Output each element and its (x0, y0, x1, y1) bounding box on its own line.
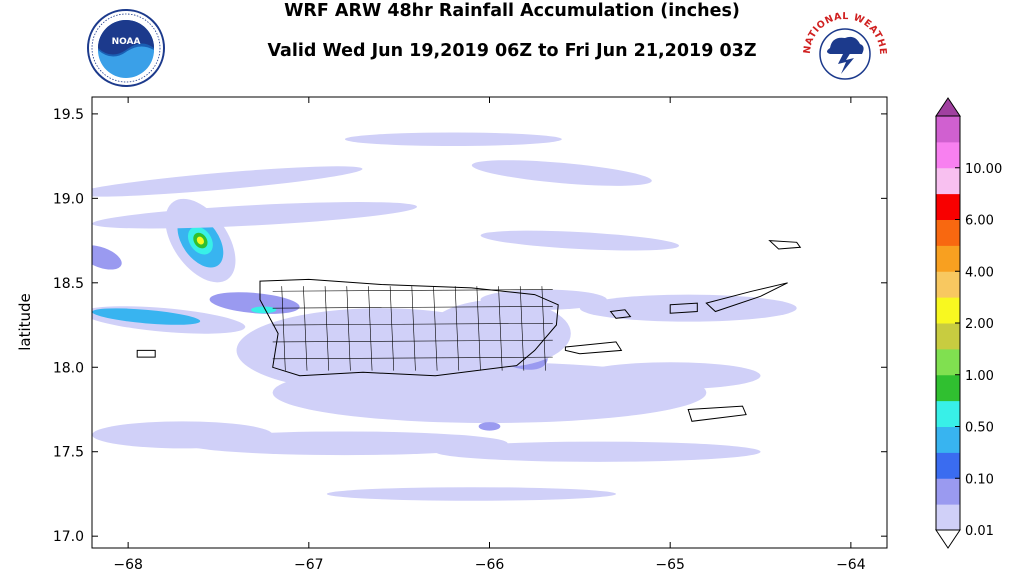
coastline (564, 341, 623, 355)
colorbar-bin (936, 297, 960, 324)
municipality-border (454, 286, 460, 371)
rainfall-plot-area (92, 97, 887, 548)
colorbar-label: 10.00 (965, 162, 1002, 177)
municipality-border (272, 323, 553, 326)
municipality-border (324, 286, 329, 371)
y-tick-label: 19.5 (53, 107, 84, 123)
noaa-logo-text: NOAA (112, 37, 141, 47)
coastline (768, 240, 802, 250)
rain-area (480, 289, 607, 310)
municipality-border (498, 286, 503, 371)
rain-area (92, 308, 201, 325)
y-tick-label: 17.0 (53, 529, 84, 545)
colorbar-bin (936, 141, 960, 169)
rain-area (579, 362, 761, 390)
colorbar-under-arrow (935, 529, 961, 549)
colorbar-bin (936, 400, 960, 427)
colorbar-over-arrow (935, 97, 961, 117)
x-tick-label: −64 (836, 557, 866, 573)
x-tick-label: −67 (294, 557, 324, 573)
colorbar-bin (936, 219, 960, 246)
municipality-border (411, 286, 416, 371)
colorbar-label: 0.50 (965, 421, 994, 436)
y-axis-label: latitude (16, 293, 34, 351)
colorbar-label: 2.00 (965, 317, 994, 332)
y-tick-label: 19.0 (53, 191, 84, 207)
chart-title-line2: Valid Wed Jun 19,2019 06Z to Fri Jun 21,… (267, 41, 757, 61)
municipality-border (346, 286, 351, 371)
colorbar-label: 0.01 (965, 524, 994, 539)
municipality-border (272, 306, 553, 309)
rain-area (92, 166, 363, 197)
municipality-border (519, 286, 525, 371)
municipality-border (389, 286, 395, 371)
rain-area (92, 245, 122, 270)
coastline (136, 349, 156, 358)
rain-area (209, 292, 300, 314)
municipality-border (272, 356, 553, 360)
rain-area (92, 202, 418, 229)
municipality-border (541, 286, 546, 371)
coastlines (136, 240, 802, 422)
colorbar-bin (936, 478, 960, 505)
chart-title-line1: WRF ARW 48hr Rainfall Accumulation (inch… (284, 1, 740, 21)
coastline (609, 309, 632, 319)
rain-area (480, 230, 680, 251)
coastline (669, 302, 698, 314)
colorbar-bin (936, 271, 960, 298)
noaa-logo-icon: NOAA (87, 9, 165, 87)
colorbar-label: 4.00 (965, 265, 994, 280)
colorbar-bin (936, 348, 960, 376)
rain-area (435, 441, 761, 462)
colorbar-bin (936, 504, 960, 531)
colorbar-bin (936, 452, 960, 479)
rain-area (251, 306, 277, 314)
y-tick-label: 18.0 (53, 360, 84, 376)
x-tick-label: −65 (655, 557, 685, 573)
rain-area (471, 160, 652, 186)
y-tick-label: 18.5 (53, 276, 84, 292)
colorbar-bin (936, 374, 960, 402)
rain-area (92, 421, 273, 449)
coastline (687, 405, 747, 422)
rain-area (478, 422, 501, 431)
municipality-border (303, 286, 308, 371)
colorbar-bin (936, 245, 960, 272)
colorbar-label: 1.00 (965, 369, 994, 384)
x-tick-label: −68 (113, 557, 143, 573)
colorbar-bin (936, 426, 960, 453)
y-axis: 17.0 17.5 18.0 18.5 19.0 19.5 (53, 107, 887, 545)
municipality-border (433, 286, 438, 371)
colorbar-label: 6.00 (965, 214, 994, 229)
rain-core (196, 236, 205, 245)
colorbar-label: 0.10 (965, 472, 994, 487)
nws-logo-icon: NATIONAL WEATHER SERVICE (800, 8, 888, 80)
colorbar: 0.01 0.10 0.50 1.00 2.00 4.00 6.00 10.00 (935, 97, 1002, 549)
municipality-border (476, 286, 481, 371)
municipality-border (281, 286, 286, 371)
rain-area (344, 132, 562, 146)
municipality-border (272, 339, 553, 343)
rain-area (326, 487, 616, 501)
rain-area (579, 294, 797, 322)
colorbar-bin (936, 193, 960, 220)
x-tick-label: −66 (475, 557, 505, 573)
municipality-border (272, 289, 553, 292)
coastline (259, 278, 559, 377)
y-tick-label: 17.5 (53, 445, 84, 461)
x-axis: −68 −67 −66 −65 −64 (113, 97, 866, 573)
colorbar-bin (936, 323, 960, 350)
rainfall-contours (92, 132, 797, 501)
colorbar-bin (936, 116, 960, 143)
coastline (705, 282, 788, 313)
municipality-border (368, 286, 373, 371)
colorbar-bin (936, 167, 960, 195)
